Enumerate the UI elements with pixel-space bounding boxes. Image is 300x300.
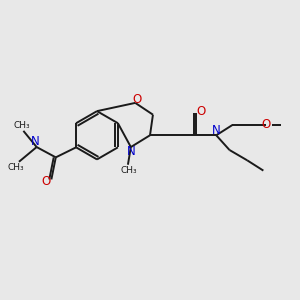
Text: N: N xyxy=(31,135,40,148)
Text: CH₃: CH₃ xyxy=(121,166,137,175)
Text: N: N xyxy=(127,145,135,158)
Text: O: O xyxy=(41,175,51,188)
Text: N: N xyxy=(212,124,220,137)
Text: O: O xyxy=(262,118,271,131)
Text: O: O xyxy=(132,93,141,106)
Text: O: O xyxy=(196,105,205,118)
Text: CH₃: CH₃ xyxy=(8,163,24,172)
Text: CH₃: CH₃ xyxy=(14,121,30,130)
